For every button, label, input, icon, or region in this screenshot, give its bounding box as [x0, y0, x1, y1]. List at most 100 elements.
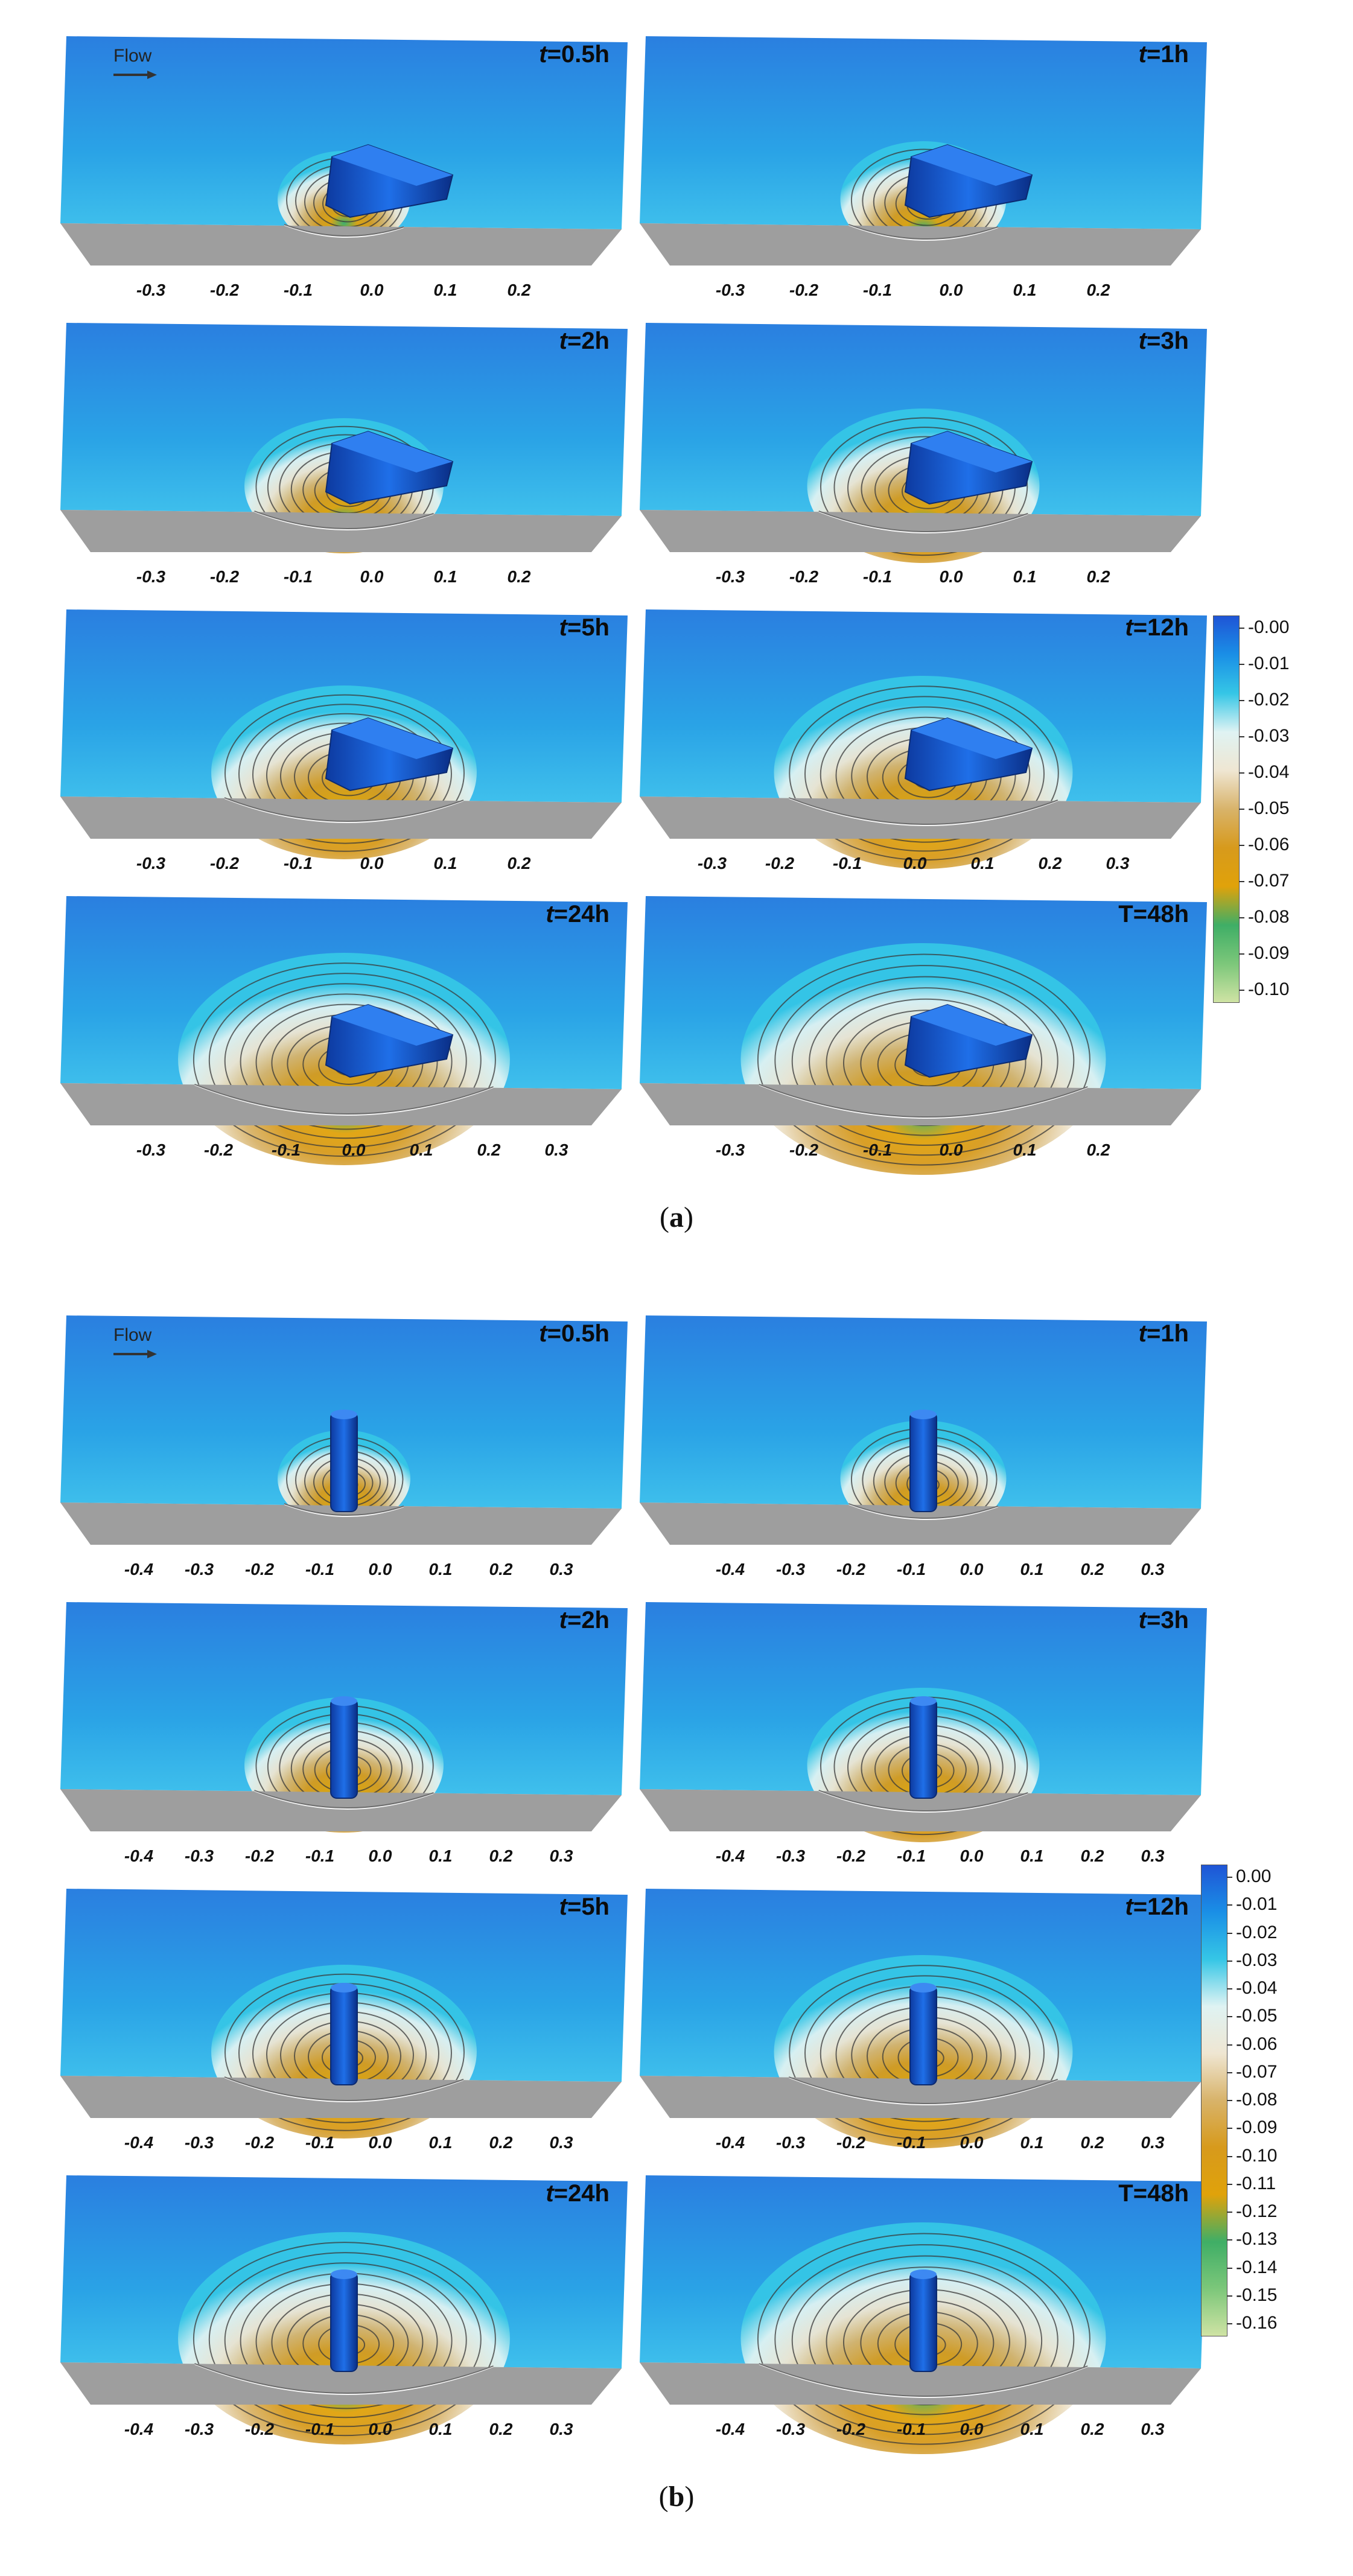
- x-tick-label: 0.2: [507, 567, 531, 586]
- colorbar-tick: [1227, 2100, 1232, 2101]
- x-tick-label: -0.4: [124, 1846, 154, 1865]
- scour-profile-line: [254, 1790, 434, 1808]
- x-axis-ticks: -0.3 -0.2 -0.1 0.0 0.1 0.2: [640, 567, 1219, 591]
- x-tick-label: 0.2: [477, 1140, 501, 1159]
- x-tick-label: -0.2: [203, 1140, 234, 1159]
- colorbar-tick: [1239, 917, 1244, 918]
- x-tick-label: 0.1: [970, 854, 995, 873]
- x-tick-label: 0.1: [1020, 1560, 1044, 1579]
- bed-cross-section: [60, 223, 622, 266]
- scour-profile-line: [818, 1790, 1028, 1811]
- x-tick-label: -0.2: [836, 2420, 866, 2438]
- colorbar-label: -0.08: [1248, 907, 1290, 927]
- contour-line: [224, 694, 465, 852]
- x-tick-label: -0.2: [836, 1560, 866, 1579]
- x-tick-label: 0.1: [409, 1140, 433, 1159]
- colorbar-tick: [1227, 2323, 1232, 2324]
- x-tick-label: -0.3: [136, 854, 166, 873]
- x-tick-label: 0.2: [489, 2420, 513, 2438]
- bed-cross-section: [60, 2362, 622, 2405]
- colorbar-label: -0.07: [1248, 871, 1290, 891]
- colorbar-tick: [1227, 1988, 1232, 1989]
- x-tick-label: 0.0: [903, 854, 927, 873]
- flow-label: Flow: [113, 46, 152, 66]
- x-tick-label: 0.1: [428, 2420, 453, 2438]
- x-tick-label: 0.3: [1141, 2420, 1165, 2438]
- time-label: t=3h: [1139, 328, 1189, 355]
- contour-line: [804, 696, 1045, 852]
- time-value: =12h: [1133, 1894, 1189, 1920]
- scour-panel: t=1h -0.4 -0.3 -0.2 -0.1 0.0 0.1 0.2 0.3: [640, 1303, 1219, 1593]
- x-tick-label: 0.1: [433, 567, 457, 586]
- x-axis-ticks: -0.3 -0.2 -0.1 0.0 0.1 0.2: [60, 281, 640, 305]
- contour-line: [791, 2255, 1059, 2425]
- pier-top: [331, 1410, 357, 1419]
- colorbar-label: -0.06: [1248, 835, 1290, 854]
- x-tick-label: 0.1: [428, 2133, 453, 2152]
- x-tick-label: -0.4: [124, 1560, 154, 1579]
- time-label: t=24h: [546, 2180, 610, 2207]
- x-tick-label: 0.2: [1086, 567, 1110, 586]
- contour-line: [789, 685, 1059, 861]
- contour-line: [789, 1965, 1059, 2140]
- time-value: =5h: [567, 614, 610, 641]
- colorbar-tick: [1227, 2295, 1232, 2297]
- time-label: t=5h: [559, 1894, 610, 1921]
- x-axis-ticks: -0.3 -0.2 -0.1 0.0 0.1 0.2: [640, 1140, 1219, 1165]
- pier-top: [910, 1983, 937, 1992]
- x-tick-label: -0.2: [765, 854, 795, 873]
- bed-cross-section: [640, 2076, 1201, 2118]
- x-axis-ticks: -0.4 -0.3 -0.2 -0.1 0.0 0.1 0.2 0.3: [60, 2133, 640, 2157]
- x-tick-label: -0.1: [896, 1846, 926, 1865]
- contour-line: [774, 965, 1075, 1156]
- time-value: =0.5h: [547, 1320, 610, 1347]
- colorbar-label: -0.00: [1248, 617, 1290, 637]
- time-variable: t: [559, 1607, 567, 1633]
- x-tick-label: -0.1: [283, 281, 313, 299]
- scour-panel: t=5h -0.3 -0.2 -0.1 0.0 0.1 0.2: [60, 597, 640, 887]
- colorbar-label: -0.10: [1248, 979, 1290, 999]
- colorbar-label: -0.16: [1236, 2313, 1278, 2333]
- pier-top: [910, 2269, 937, 2279]
- colorbar-tick: [1227, 1932, 1232, 1934]
- scour-panel: t=12h -0.3 -0.2 -0.1 0.0 0.1 0.2 0.3: [640, 597, 1219, 887]
- x-tick-label: 0.0: [939, 1140, 963, 1159]
- contour-line: [826, 998, 1027, 1127]
- x-tick-label: -0.2: [209, 567, 240, 586]
- contour-line: [193, 962, 496, 1157]
- flow-label: Flow: [113, 1325, 152, 1345]
- colorbar-gradient: [1213, 615, 1240, 1003]
- x-tick-label: -0.3: [136, 1140, 166, 1159]
- scour-profile-line: [759, 1084, 1088, 1118]
- x-tick-label: 0.1: [1020, 1846, 1044, 1865]
- subfigure-caption: (a): [660, 1201, 693, 1233]
- time-variable: t: [1138, 1320, 1147, 1347]
- time-variable: t: [559, 328, 567, 354]
- colorbar-tick: [1227, 1960, 1232, 1962]
- x-tick-label: 0.1: [1013, 281, 1037, 299]
- time-variable: t: [546, 901, 554, 927]
- x-tick-label: 0.0: [368, 2133, 392, 2152]
- x-tick-label: 0.0: [960, 1846, 984, 1865]
- colorbar-tick: [1227, 2183, 1232, 2185]
- flow-arrow-icon: [113, 1349, 157, 1359]
- x-tick-label: -0.2: [789, 567, 819, 586]
- colorbar-tick: [1227, 2212, 1232, 2213]
- x-tick-label: 0.2: [1038, 854, 1062, 873]
- colorbar-tick: [1239, 953, 1244, 955]
- contour-line: [809, 987, 1043, 1136]
- scour-surface-plot: [640, 36, 1207, 266]
- colorbar-tick: [1239, 736, 1244, 737]
- colorbar-tick: [1239, 809, 1244, 810]
- scour-panel: T=48h -0.3 -0.2 -0.1 0.0 0.1 0.2: [640, 884, 1219, 1175]
- x-tick-label: -0.2: [244, 2133, 275, 2152]
- pier: [330, 2271, 358, 2372]
- time-value: =12h: [1133, 614, 1189, 641]
- scour-surface-plot: [640, 2175, 1207, 2454]
- bed-cross-section: [60, 510, 622, 552]
- colorbar-tick: [1239, 772, 1244, 774]
- time-label: t=2h: [559, 328, 610, 355]
- colorbar-tick: [1227, 2072, 1232, 2073]
- x-tick-label: -0.1: [862, 281, 893, 299]
- time-variable: t: [1138, 41, 1147, 68]
